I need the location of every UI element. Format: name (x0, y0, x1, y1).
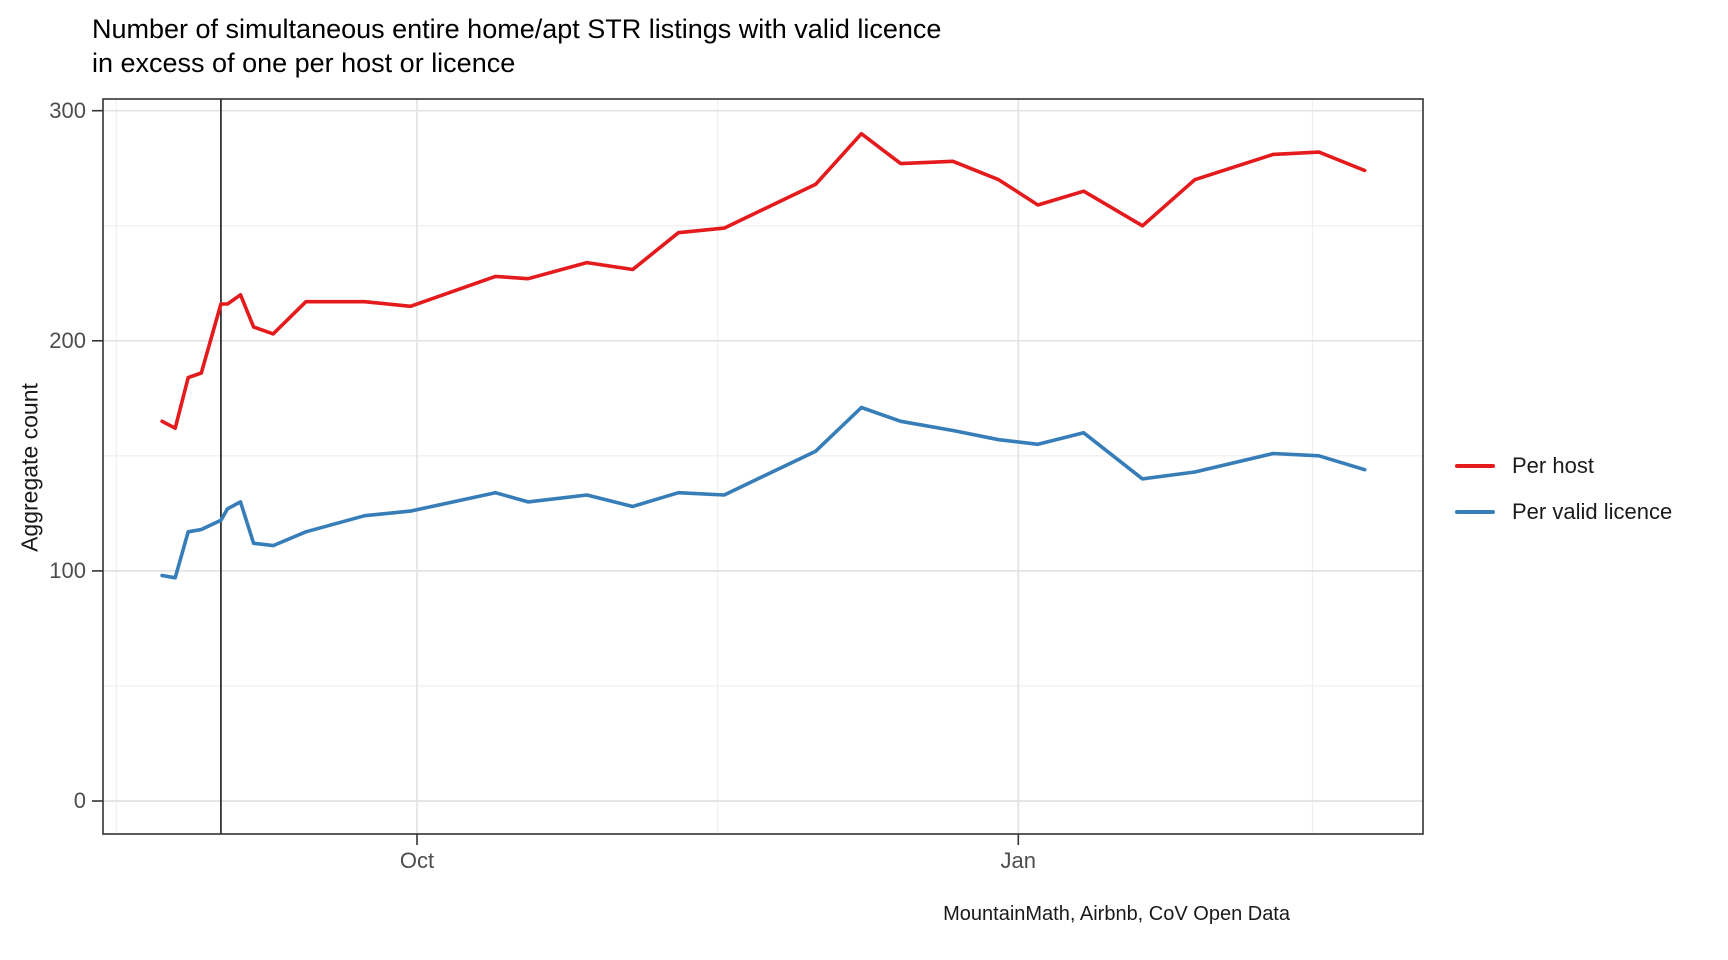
y-tick-label-100: 100 (49, 557, 86, 583)
legend-item-per-host: Per host (1455, 443, 1672, 489)
x-tick-label-jan: Jan (1000, 848, 1037, 873)
y-tick-label-0: 0 (73, 788, 86, 813)
y-tick-label-200: 200 (49, 327, 86, 353)
legend-label-per-valid-licence: Per valid licence (1512, 499, 1673, 524)
y-tick-label-300: 300 (49, 97, 86, 123)
legend-item-per-valid-licence: Per valid licence (1455, 489, 1672, 535)
series-line-per-valid-licence (160, 405, 1367, 580)
legend-label-per-host: Per host (1512, 453, 1594, 478)
attribution-caption: MountainMath, Airbnb, CoV Open Data (943, 903, 1290, 925)
per-valid-licence-line-swatch (1455, 510, 1495, 514)
x-tick-label-oct: Oct (399, 848, 435, 873)
legend: Per host Per valid licence (1455, 443, 1672, 535)
chart-title-line1: Number of simultaneous entire home/apt S… (92, 14, 942, 44)
series-line-per-host (160, 131, 1367, 431)
chart-title: Number of simultaneous entire home/apt S… (92, 12, 941, 80)
per-host-line-swatch (1455, 464, 1495, 468)
panel-border (102, 98, 1424, 835)
chart-title-line2: in excess of one per host or licence (92, 48, 516, 78)
